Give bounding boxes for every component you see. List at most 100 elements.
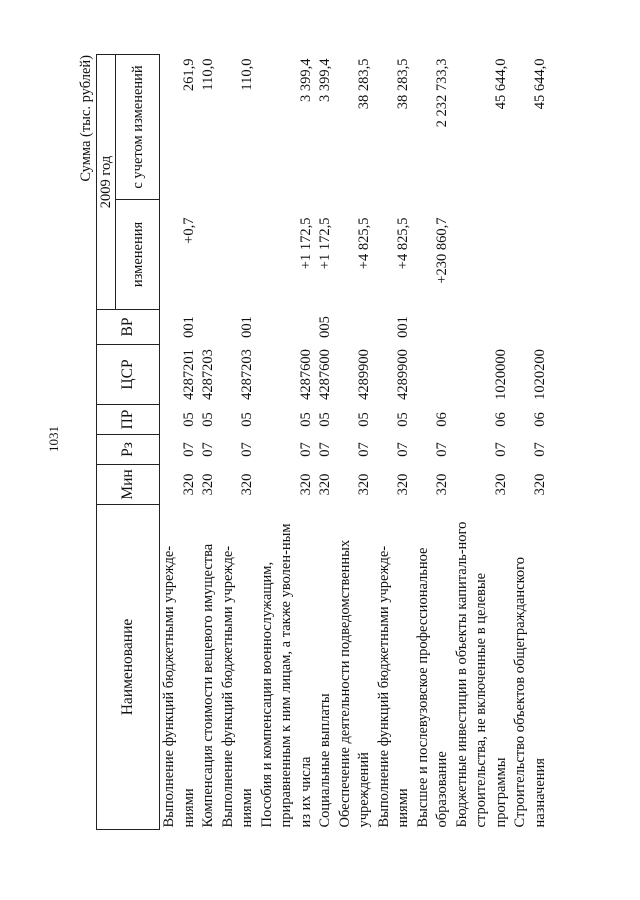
header-changes: изменения [115,199,160,310]
table-row: Обеспечение деятельности подведомственны… [336,54,375,829]
cell-rz: 07 [239,442,255,457]
cell-csr: 4287600 [297,349,314,400]
cell-csr: 4287600 [317,349,333,400]
cell-change: +4 825,5 [395,217,411,270]
header-csr: ЦСР [96,344,160,405]
sum-caption: Сумма (тыс. рублей) [78,55,94,182]
cell-vr [336,310,375,345]
table-row: Пособия и компенсации военнослужащим, пр… [258,54,317,829]
table-row: Социальные выплаты 320 07 05 4287600 005 +1 17… [316,54,336,829]
cell-csr: 4287203 [200,349,216,400]
table-row: Выполнение функций бюджетными учрежде-ни… [375,54,414,829]
cell-vr [414,310,453,345]
cell-csr: 4287201 [180,349,197,400]
header-rz: Рз [96,434,160,465]
cell-min: 320 [317,473,333,496]
cell-min: 320 [492,473,509,496]
table-row: Бюджетные инвестиции в объекты капиталь-… [453,54,512,829]
cell-rz: 07 [531,442,548,457]
cell-change [511,200,550,310]
cell-total: 110,0 [200,58,216,91]
cell-min: 320 [395,473,411,496]
cell-vr [258,310,317,345]
cell-pr: 06 [492,412,509,427]
cell-rz: 07 [395,442,411,457]
cell-pr: 06 [531,412,548,427]
table-row: Строительство объектов общегражданского … [511,54,550,829]
cell-pr: 05 [239,412,255,427]
header-year: 2009 год [96,54,116,310]
cell-change: +230 860,7 [434,217,450,284]
cell-name: Высшее и послевузовское профессиональное… [414,547,451,828]
cell-min: 320 [531,473,548,496]
cell-csr: 4289900 [395,349,411,400]
cell-change [199,200,219,310]
cell-csr: 1020000 [492,349,509,400]
table-row: Высшее и послевузовское профессиональное… [414,54,453,829]
cell-csr [414,345,453,405]
cell-total: 38 283,5 [395,58,411,110]
cell-min: 320 [180,473,197,496]
page-number: 1031 [46,426,61,452]
cell-rz: 07 [434,442,450,457]
cell-rz: 07 [356,442,372,457]
budget-table: Наименование Мин Рз ПР ЦСР ВР 2009 год и… [96,54,550,830]
cell-vr: 005 [317,316,333,338]
cell-total: 3 399,4 [297,58,314,102]
cell-pr: 06 [434,412,450,427]
cell-pr: 05 [200,412,216,427]
cell-csr: 4287203 [239,349,255,400]
cell-name: Строительство объектов общегражданского … [512,557,548,828]
table-row: Выполнение функций бюджетными учрежде-ни… [160,54,200,829]
cell-name: Социальные выплаты [317,693,333,828]
cell-rz: 07 [180,442,197,457]
header-name: Наименование [96,504,160,830]
cell-csr: 4289900 [356,349,372,400]
cell-name: Компенсация стоимости вещевого имущества [200,543,216,828]
cell-total: 261,9 [180,58,197,92]
cell-change [453,200,512,310]
cell-total: 45 644,0 [492,58,509,110]
cell-total: 38 283,5 [356,58,372,110]
cell-rz: 07 [200,442,216,457]
cell-vr: 001 [239,316,255,338]
cell-min: 320 [434,473,450,496]
cell-name: Обеспечение деятельности подведомственны… [336,539,373,828]
cell-total: 45 644,0 [531,58,548,110]
cell-min: 320 [239,473,255,496]
header-with-changes: с учетом изменений [115,54,160,200]
cell-rz: 07 [297,442,314,457]
cell-pr: 05 [297,412,314,427]
cell-name: Выполнение функций бюджетными учрежде-ни… [219,545,256,828]
header-min: Мин [96,464,160,505]
cell-vr [511,310,550,345]
cell-change: +4 825,5 [356,217,372,270]
cell-vr: 001 [395,316,411,338]
cell-min: 320 [356,473,372,496]
cell-pr: 05 [395,412,411,427]
cell-change [219,200,258,310]
cell-vr [453,310,512,345]
cell-change: +1 172,5 [317,217,333,270]
table-row: Выполнение функций бюджетными учрежде-ни… [219,54,258,829]
header-pr: ПР [96,404,160,435]
cell-total: 2 232 733,3 [434,58,450,128]
cell-total: 110,0 [239,58,255,91]
cell-name: Пособия и компенсации военнослужащим, пр… [258,523,314,828]
cell-vr [199,310,219,345]
cell-min: 320 [297,473,314,496]
cell-pr: 05 [180,412,197,427]
cell-csr: 1020200 [531,349,548,400]
cell-pr: 05 [317,412,333,427]
cell-name: Выполнение функций бюджетными учрежде-ни… [161,545,197,828]
table-row: Компенсация стоимости вещевого имущества… [199,54,219,829]
cell-min: 320 [200,473,216,496]
cell-pr: 05 [356,412,372,427]
cell-change: +1 172,5 [297,217,314,270]
cell-name: Выполнение функций бюджетными учрежде-ни… [375,545,412,828]
cell-rz: 07 [317,442,333,457]
cell-name: Бюджетные инвестиции в объекты капиталь-… [453,521,509,828]
header-vr: ВР [96,309,160,345]
cell-vr: 001 [180,316,197,338]
